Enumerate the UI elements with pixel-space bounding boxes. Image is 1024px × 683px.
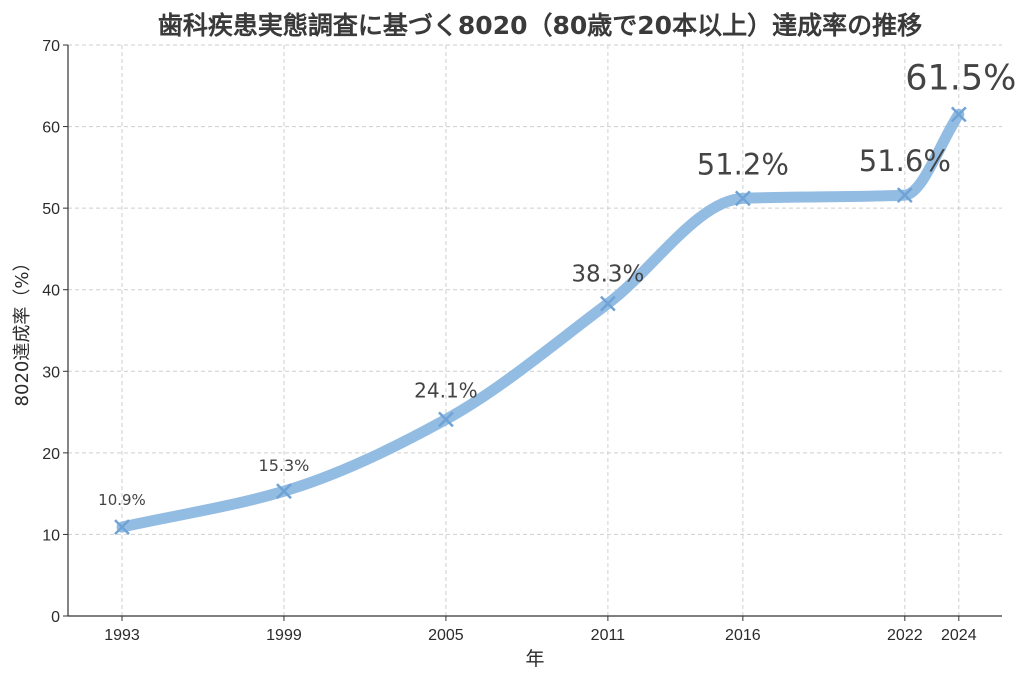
data-label: 61.5% xyxy=(905,58,1016,98)
data-labels: 10.9% 15.3% 24.1% 38.3% 51.2% 51.6% 61.5% xyxy=(98,58,1016,509)
data-label: 24.1% xyxy=(414,378,478,402)
data-label: 51.6% xyxy=(859,144,951,178)
y-tick-label: 20 xyxy=(42,446,60,463)
marker-stroke xyxy=(600,295,616,312)
data-label: 51.2% xyxy=(697,147,789,181)
chart-title: 歯科疾患実態調査に基づく8020（80歳で20本以上）達成率の推移 xyxy=(158,11,922,40)
data-point-marker xyxy=(950,106,967,123)
y-tick-label: 0 xyxy=(51,609,60,626)
data-label: 38.3% xyxy=(571,262,644,288)
grid xyxy=(68,44,1002,616)
marker-stroke xyxy=(114,519,130,535)
x-tick-label: 2011 xyxy=(591,627,626,644)
data-point-marker xyxy=(276,483,292,500)
data-point-marker xyxy=(438,411,454,428)
x-tick-label: 2024 xyxy=(941,627,977,644)
series-line xyxy=(116,108,965,533)
y-tick-label: 30 xyxy=(42,364,60,381)
axes xyxy=(67,45,1002,617)
y-tick-label: 40 xyxy=(42,283,60,300)
marker-stroke xyxy=(276,483,292,500)
data-point-marker xyxy=(114,519,130,535)
data-point-marker xyxy=(600,295,616,312)
data-point-marker xyxy=(734,190,751,207)
marker-stroke xyxy=(950,106,967,123)
data-label: 10.9% xyxy=(98,491,146,509)
marker-stroke xyxy=(438,411,454,428)
marker-stroke xyxy=(734,190,751,207)
marker-stroke xyxy=(896,187,913,203)
y-tick-label: 70 xyxy=(42,38,60,55)
x-axis-label: 年 xyxy=(525,648,544,670)
y-tick-label: 50 xyxy=(42,201,60,218)
y-tick-label: 60 xyxy=(42,120,60,137)
x-ticks: 1993 1999 2005 2011 2016 2022 2024 xyxy=(104,616,977,644)
series xyxy=(114,106,967,535)
y-tick-label: 10 xyxy=(42,527,60,544)
x-tick-label: 1993 xyxy=(104,627,140,644)
y-ticks: 0 10 20 30 40 50 60 70 xyxy=(42,38,68,626)
x-tick-label: 2022 xyxy=(887,627,923,644)
x-tick-label: 2016 xyxy=(725,627,761,644)
x-tick-label: 1999 xyxy=(266,627,302,644)
y-axis-label: 8020達成率（%） xyxy=(12,254,33,407)
x-tick-label: 2005 xyxy=(428,627,464,644)
data-label: 15.3% xyxy=(259,456,310,475)
data-point-marker xyxy=(896,187,913,203)
